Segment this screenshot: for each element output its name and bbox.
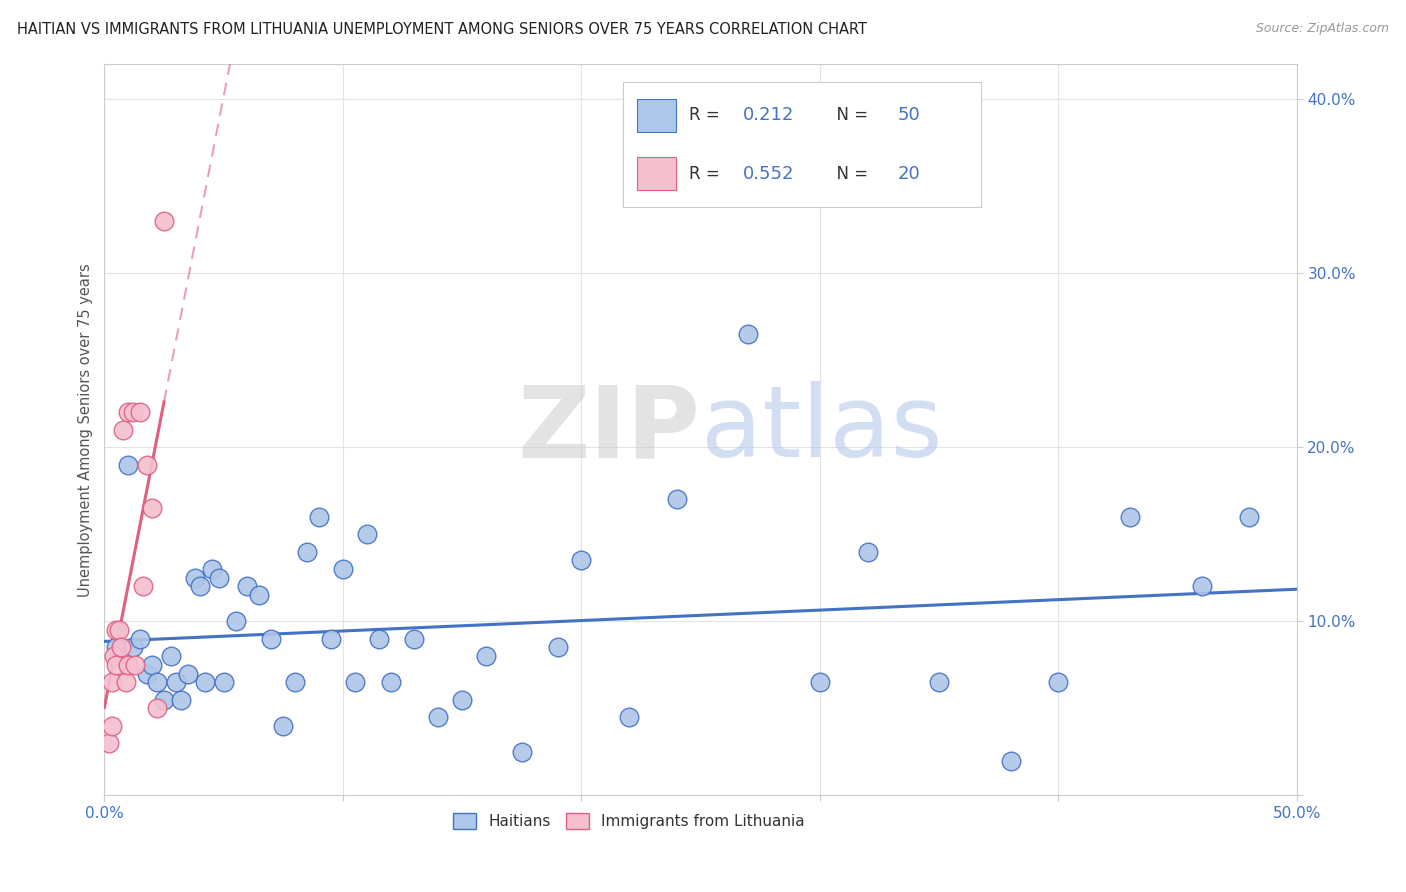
Point (208, 571, 231, 585)
Text: 20: 20 (897, 165, 920, 183)
Point (380, 675, 402, 690)
Point (153, 692, 176, 706)
Point (98, 736, 121, 750)
Point (225, 614, 247, 628)
Point (451, 692, 474, 706)
Point (129, 632, 152, 646)
Point (284, 675, 307, 690)
Point (117, 458, 139, 472)
Text: N =: N = (825, 106, 873, 124)
Point (236, 579, 259, 593)
Text: ZIP: ZIP (517, 381, 700, 478)
Point (319, 632, 342, 646)
Point (170, 692, 193, 706)
Point (165, 675, 187, 690)
Text: 50: 50 (897, 106, 920, 124)
Point (308, 509, 330, 524)
Point (103, 649, 125, 664)
Point (571, 553, 593, 567)
Point (260, 632, 283, 646)
Point (136, 458, 159, 472)
Point (249, 588, 271, 602)
Bar (623, 82, 981, 207)
Point (100, 675, 122, 690)
Point (141, 657, 163, 672)
Point (808, 675, 831, 690)
Point (547, 640, 569, 655)
Text: Source: ZipAtlas.com: Source: ZipAtlas.com (1256, 22, 1389, 36)
Text: N =: N = (825, 165, 873, 183)
Text: 0.212: 0.212 (742, 106, 794, 124)
Point (193, 675, 215, 690)
Bar (637, 157, 676, 190)
Point (146, 701, 169, 715)
Point (184, 571, 207, 585)
Point (201, 562, 224, 576)
Point (367, 632, 389, 646)
Point (427, 710, 450, 724)
Point (928, 675, 950, 690)
Text: 0.552: 0.552 (742, 165, 794, 183)
Point (188, 579, 211, 593)
Point (271, 719, 294, 733)
Point (131, 579, 153, 593)
Point (510, 745, 533, 759)
Point (737, 326, 759, 341)
Point (124, 657, 146, 672)
Point (100, 719, 122, 733)
Point (117, 657, 139, 672)
Point (475, 649, 498, 664)
Y-axis label: Unemployment Among Seniors over 75 years: Unemployment Among Seniors over 75 years (79, 263, 93, 597)
Text: HAITIAN VS IMMIGRANTS FROM LITHUANIA UNEMPLOYMENT AMONG SENIORS OVER 75 YEARS CO: HAITIAN VS IMMIGRANTS FROM LITHUANIA UNE… (17, 22, 868, 37)
Legend: Haitians, Immigrants from Lithuania: Haitians, Immigrants from Lithuania (447, 807, 811, 835)
Text: R =: R = (689, 165, 724, 183)
Point (105, 623, 128, 637)
Point (141, 501, 163, 516)
Point (177, 666, 200, 681)
Point (404, 632, 426, 646)
Point (665, 492, 688, 507)
Point (1191, 579, 1213, 593)
Point (105, 657, 128, 672)
Point (136, 666, 159, 681)
Bar (637, 99, 676, 132)
Point (856, 544, 879, 558)
Point (146, 675, 169, 690)
Text: atlas: atlas (700, 381, 942, 478)
Point (295, 544, 318, 558)
Point (343, 675, 366, 690)
Point (617, 710, 640, 724)
Point (1239, 509, 1261, 524)
Text: R =: R = (689, 106, 724, 124)
Point (112, 423, 135, 437)
Point (129, 405, 152, 419)
Point (122, 640, 145, 655)
Point (1047, 675, 1070, 690)
Point (1119, 509, 1142, 524)
Point (356, 527, 378, 541)
Point (105, 640, 128, 655)
Point (110, 640, 132, 655)
Point (122, 405, 145, 419)
Point (332, 562, 354, 576)
Point (1000, 754, 1022, 768)
Point (115, 675, 138, 690)
Point (117, 405, 139, 419)
Point (153, 214, 176, 228)
Point (160, 649, 183, 664)
Point (107, 623, 129, 637)
Point (212, 675, 235, 690)
